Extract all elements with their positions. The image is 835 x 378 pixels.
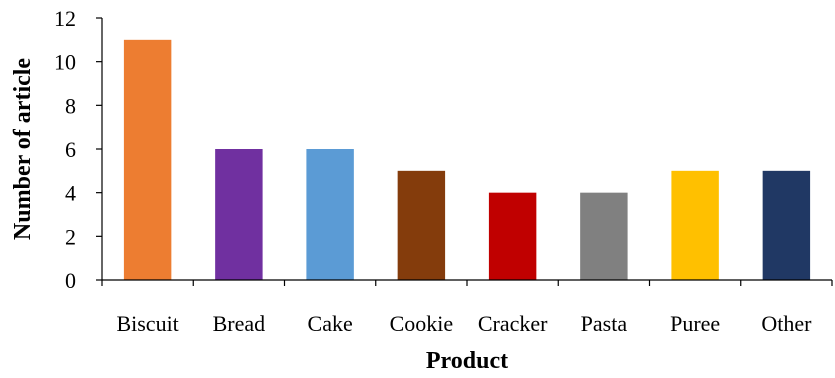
x-tick-label: Bread: [213, 311, 266, 336]
x-tick-label: Cake: [308, 311, 353, 336]
x-axis-title: Product: [426, 348, 508, 374]
y-tick-label: 0: [65, 268, 76, 293]
bar-bread: [215, 149, 263, 280]
bar-other: [762, 170, 811, 280]
x-tick-label: Pasta: [581, 311, 628, 336]
x-tick-label: Puree: [670, 311, 720, 336]
y-tick-label: 12: [54, 6, 76, 31]
y-axis-ticks: 0 2 4 6 8 10 12: [54, 6, 102, 293]
x-tick-label: Cracker: [478, 311, 548, 336]
bar-puree: [671, 170, 719, 280]
y-axis-title: Number of article: [10, 58, 36, 241]
bar-cake: [306, 149, 354, 280]
bar-pasta: [580, 192, 628, 280]
y-tick-label: 10: [54, 50, 76, 75]
y-tick-label: 2: [65, 224, 76, 249]
x-tick-label: Cookie: [390, 311, 454, 336]
bar-cracker: [488, 192, 537, 280]
bar-biscuit: [123, 39, 172, 281]
bars: [123, 39, 811, 281]
x-tick-label: Other: [761, 311, 812, 336]
bar-cookie: [397, 170, 446, 280]
y-tick-label: 6: [65, 137, 76, 162]
x-tick-label: Biscuit: [116, 311, 178, 336]
y-tick-label: 4: [65, 181, 76, 206]
x-axis-ticks: Biscuit Bread Cake Cookie Cracker Pasta Puree O…: [101, 280, 833, 336]
y-tick-label: 8: [65, 93, 76, 118]
